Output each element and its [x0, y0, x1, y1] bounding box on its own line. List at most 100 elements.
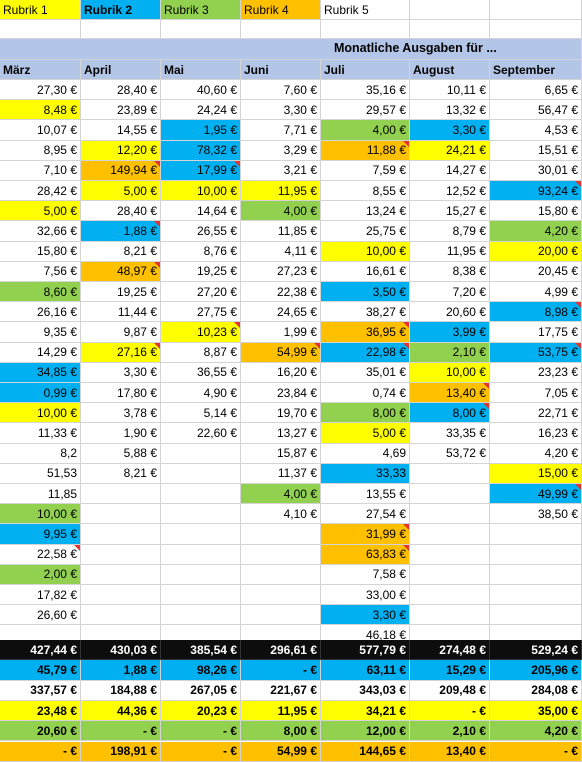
data-cell[interactable]: 11,95 € [410, 241, 490, 262]
data-cell[interactable]: 3,30 € [81, 362, 161, 383]
data-cell[interactable]: 4,11 € [241, 241, 321, 262]
empty-cell[interactable] [81, 605, 161, 626]
data-cell[interactable]: 38,50 € [490, 504, 582, 525]
data-cell[interactable]: 8,38 € [410, 261, 490, 282]
total-cell[interactable]: 184,88 € [81, 680, 161, 701]
data-cell[interactable]: 3,30 € [410, 120, 490, 141]
data-cell[interactable]: 35,01 € [321, 362, 410, 383]
empty-cell[interactable] [410, 0, 490, 20]
data-cell[interactable]: 4,20 € [490, 221, 582, 242]
column-header-0[interactable]: März [0, 60, 81, 80]
data-cell[interactable]: 10,00 € [0, 403, 81, 424]
comment-indicator-icon[interactable] [403, 322, 409, 329]
data-cell[interactable]: 13,40 € [410, 383, 490, 404]
column-header-6[interactable]: September [490, 60, 582, 80]
data-cell[interactable]: 11,37 € [241, 463, 321, 484]
data-cell[interactable]: 27,23 € [241, 261, 321, 282]
data-cell[interactable]: 1,88 € [81, 221, 161, 242]
empty-cell[interactable] [81, 585, 161, 606]
total-cell[interactable]: 23,48 € [0, 700, 81, 722]
comment-indicator-icon[interactable] [575, 342, 581, 349]
comment-indicator-icon[interactable] [483, 383, 489, 389]
data-cell[interactable]: 28,40 € [81, 201, 161, 222]
data-cell[interactable]: 13,55 € [321, 484, 410, 505]
data-cell[interactable]: 24,21 € [410, 140, 490, 161]
data-cell[interactable]: 149,94 € [81, 160, 161, 181]
total-cell[interactable]: 35,00 € [490, 700, 582, 722]
data-cell[interactable]: 17,75 € [490, 322, 582, 343]
legend-rubrik-2[interactable]: Rubrik 2 [81, 0, 161, 20]
legend-rubrik-4[interactable]: Rubrik 4 [241, 0, 321, 20]
empty-cell[interactable] [241, 544, 321, 565]
total-cell[interactable]: 529,24 € [490, 640, 582, 661]
empty-cell[interactable] [81, 504, 161, 525]
data-cell[interactable]: 48,97 € [81, 261, 161, 282]
total-cell[interactable]: 577,79 € [321, 640, 410, 661]
data-cell[interactable]: 22,60 € [161, 423, 241, 444]
empty-cell[interactable] [321, 20, 410, 39]
data-cell[interactable]: 8,87 € [161, 342, 241, 363]
data-cell[interactable]: 26,55 € [161, 221, 241, 242]
total-cell[interactable]: - € [410, 700, 490, 722]
data-cell[interactable]: 13,27 € [241, 423, 321, 444]
data-cell[interactable]: 63,83 € [321, 544, 410, 565]
data-cell[interactable]: 9,95 € [0, 524, 81, 545]
data-cell[interactable]: 8,21 € [81, 463, 161, 484]
data-cell[interactable]: 10,00 € [161, 181, 241, 202]
empty-cell[interactable] [161, 605, 241, 626]
total-cell[interactable]: 221,67 € [241, 680, 321, 701]
empty-cell[interactable] [81, 484, 161, 505]
data-cell[interactable]: 54,99 € [241, 342, 321, 363]
data-cell[interactable]: 25,75 € [321, 221, 410, 242]
data-cell[interactable]: 49,99 € [490, 484, 582, 505]
data-cell[interactable]: 15,87 € [241, 443, 321, 464]
column-header-1[interactable]: April [81, 60, 161, 80]
column-header-2[interactable]: Mai [161, 60, 241, 80]
total-cell[interactable]: 209,48 € [410, 680, 490, 701]
data-cell[interactable]: 33,00 € [321, 585, 410, 606]
total-cell[interactable]: 2,10 € [410, 721, 490, 742]
legend-rubrik-5[interactable]: Rubrik 5 [321, 0, 410, 20]
total-cell[interactable]: 284,08 € [490, 680, 582, 701]
data-cell[interactable]: 32,66 € [0, 221, 81, 242]
data-cell[interactable]: 8,2 [0, 443, 81, 464]
data-cell[interactable]: 10,23 € [161, 322, 241, 343]
empty-cell[interactable] [161, 585, 241, 606]
total-cell[interactable]: 15,29 € [410, 660, 490, 681]
total-cell[interactable]: - € [490, 741, 582, 762]
data-cell[interactable]: 10,00 € [410, 362, 490, 383]
total-cell[interactable]: - € [81, 721, 161, 742]
data-cell[interactable]: 17,99 € [161, 160, 241, 181]
empty-cell[interactable] [161, 463, 241, 484]
data-cell[interactable]: 15,27 € [410, 201, 490, 222]
data-cell[interactable]: 11,44 € [81, 302, 161, 323]
total-cell[interactable]: 8,00 € [241, 721, 321, 742]
data-cell[interactable]: 8,55 € [321, 181, 410, 202]
empty-cell[interactable] [410, 585, 490, 606]
data-cell[interactable]: 7,56 € [0, 261, 81, 282]
legend-rubrik-1[interactable]: Rubrik 1 [0, 0, 81, 20]
empty-cell[interactable] [161, 544, 241, 565]
data-cell[interactable]: 27,54 € [321, 504, 410, 525]
data-cell[interactable]: 22,38 € [241, 282, 321, 303]
data-cell[interactable]: 12,20 € [81, 140, 161, 161]
empty-cell[interactable] [161, 20, 241, 39]
empty-cell[interactable] [161, 443, 241, 464]
comment-indicator-icon[interactable] [403, 544, 409, 551]
data-cell[interactable]: 1,90 € [81, 423, 161, 444]
data-cell[interactable]: 8,00 € [410, 403, 490, 424]
data-cell[interactable]: 14,27 € [410, 160, 490, 181]
empty-cell[interactable] [490, 605, 582, 626]
data-cell[interactable]: 4,00 € [321, 120, 410, 141]
total-cell[interactable]: 20,60 € [0, 721, 81, 742]
data-cell[interactable]: 3,30 € [321, 605, 410, 626]
data-cell[interactable]: 19,25 € [161, 261, 241, 282]
data-cell[interactable]: 23,84 € [241, 383, 321, 404]
total-cell[interactable]: 54,99 € [241, 741, 321, 762]
total-cell[interactable]: 34,21 € [321, 700, 410, 722]
data-cell[interactable]: 10,00 € [0, 504, 81, 525]
empty-cell[interactable] [81, 20, 161, 39]
empty-cell[interactable] [490, 20, 582, 39]
comment-indicator-icon[interactable] [234, 160, 240, 167]
total-cell[interactable]: 274,48 € [410, 640, 490, 661]
